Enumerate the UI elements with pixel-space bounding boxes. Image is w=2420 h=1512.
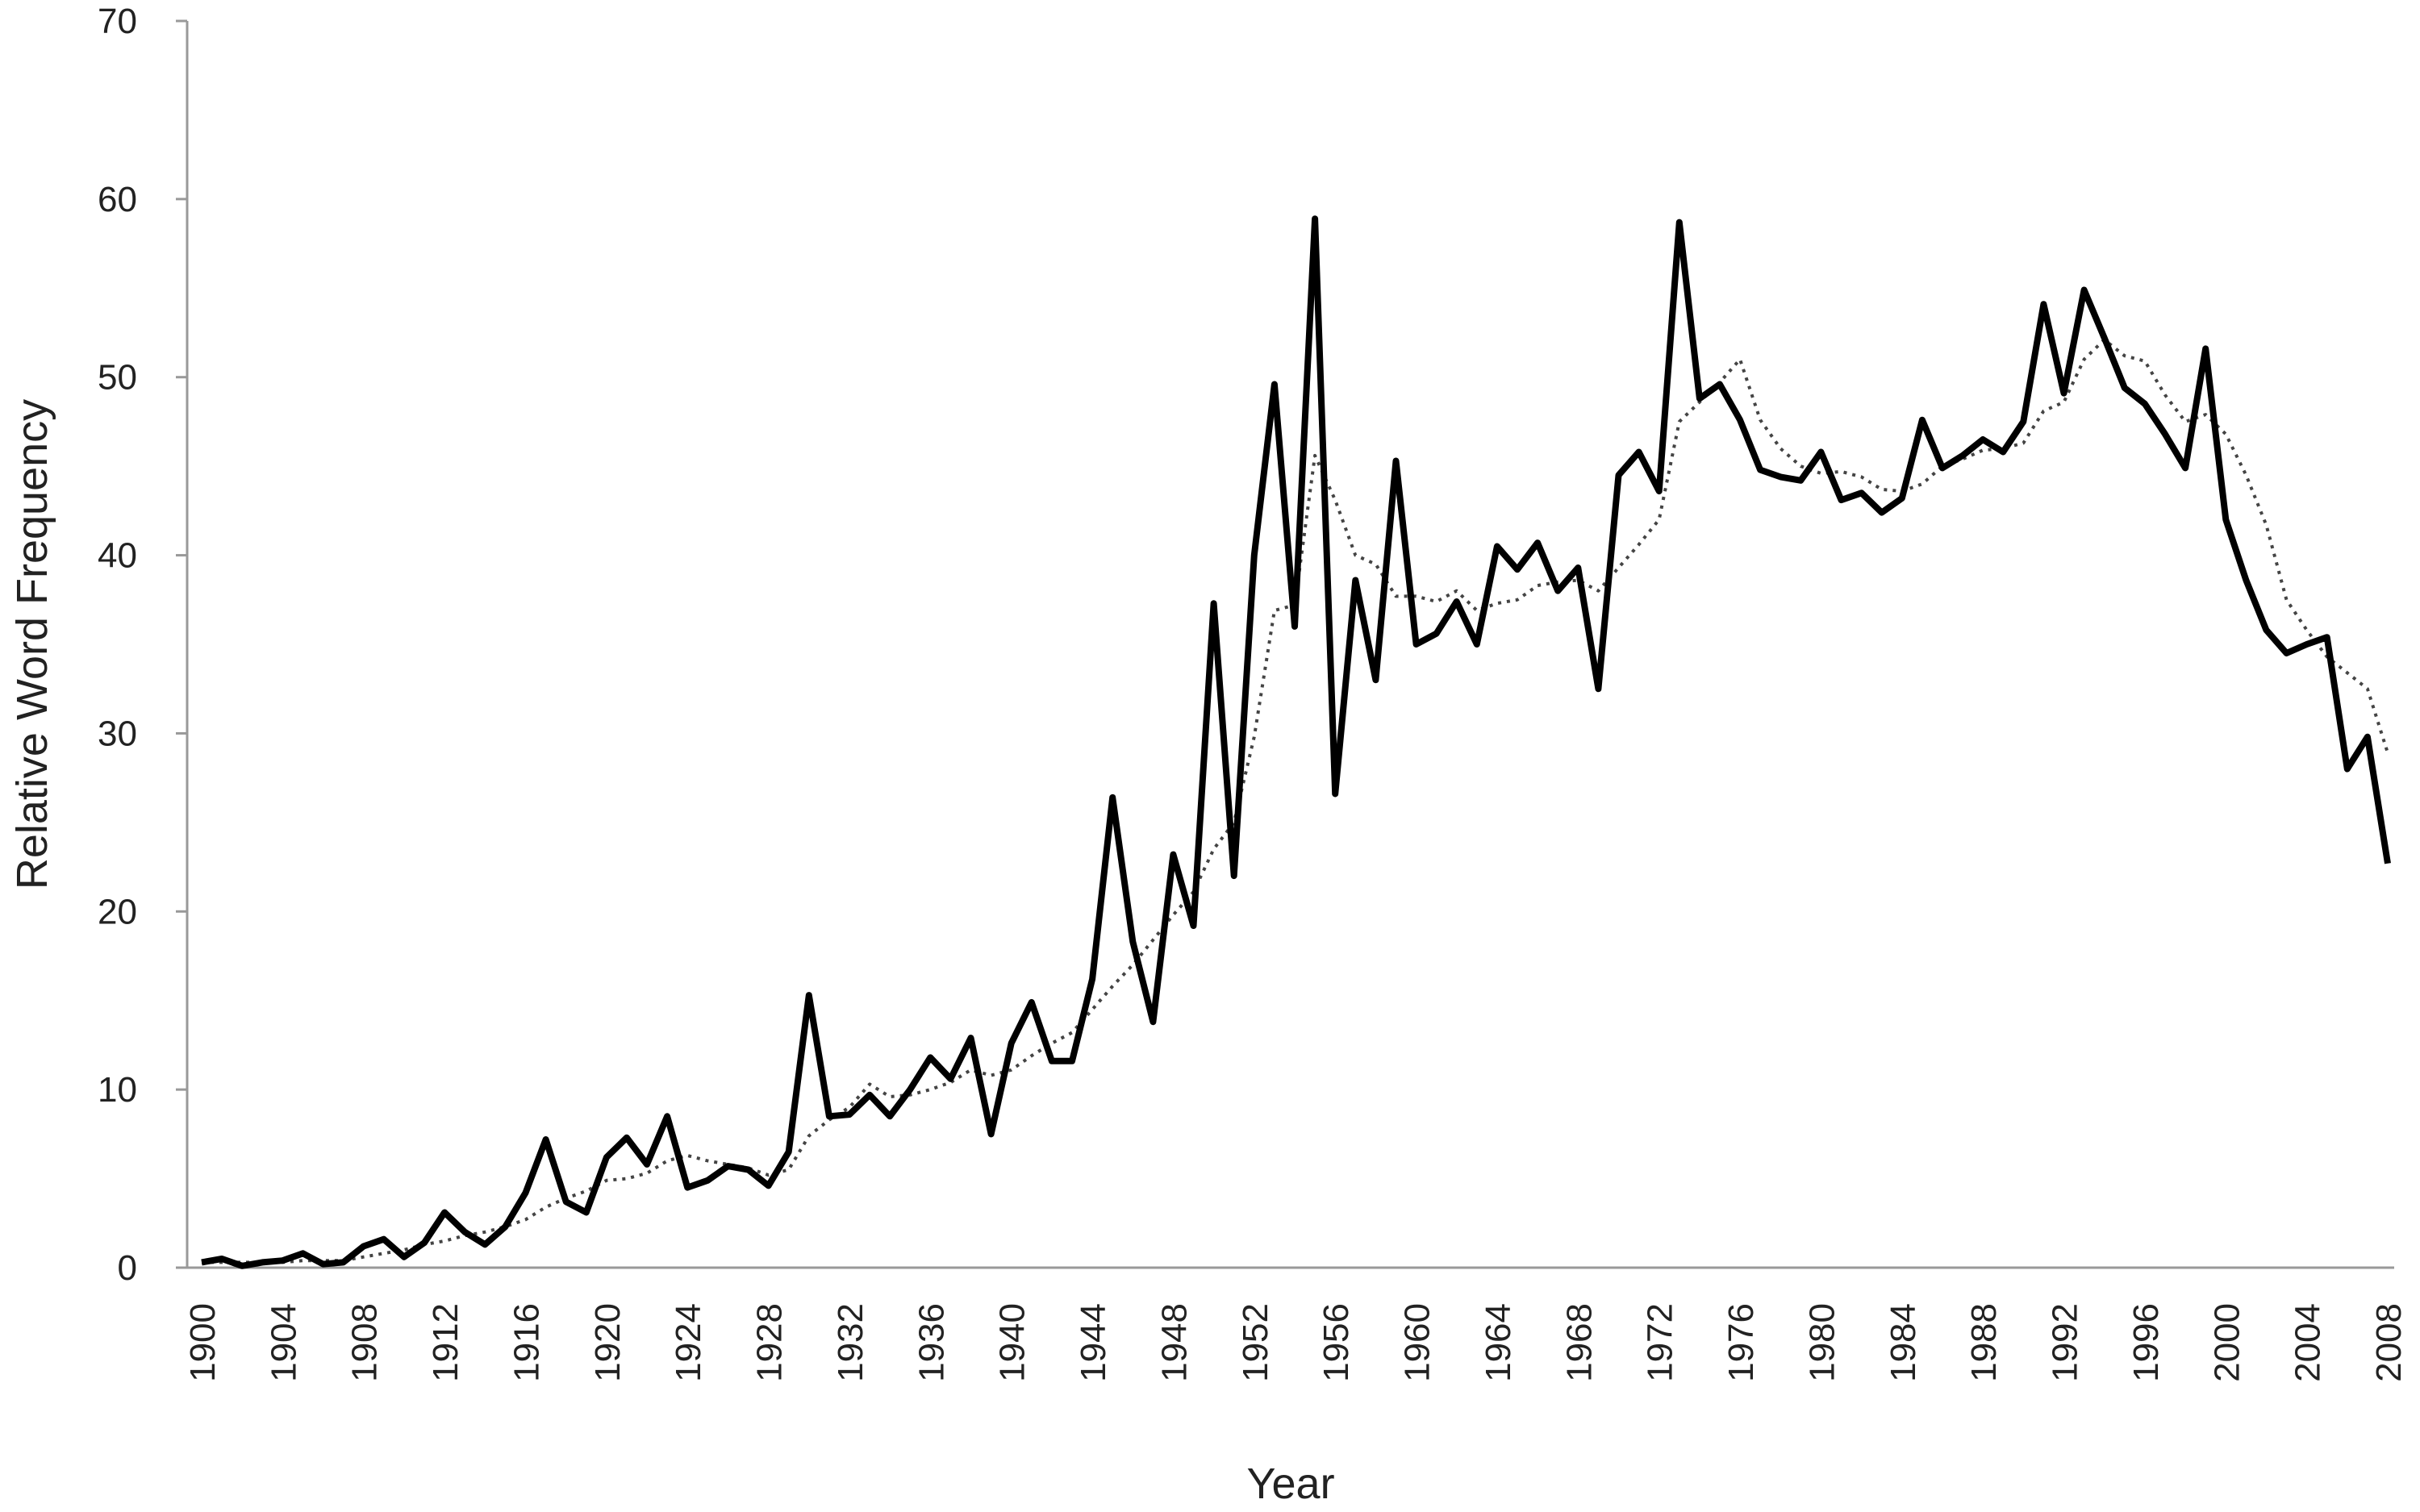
x-tick-label: 1904 — [264, 1303, 303, 1382]
series-line-solid — [201, 215, 2391, 1269]
y-tick-label: 10 — [98, 1070, 137, 1110]
x-axis: 1900 1904 1908 1912 1916 1920 1924 1928 1932 1936… — [183, 1266, 2409, 1382]
x-tick-label: 1988 — [1964, 1303, 2004, 1382]
x-tick-label: 1980 — [1802, 1303, 1842, 1382]
x-tick-label: 1996 — [2126, 1303, 2166, 1382]
x-tick-label: 1920 — [588, 1303, 628, 1382]
x-tick-label: 1924 — [669, 1303, 708, 1382]
x-tick-label: 1976 — [1721, 1303, 1761, 1382]
x-tick-label: 1944 — [1074, 1303, 1113, 1382]
x-tick-label: 2004 — [2289, 1303, 2328, 1382]
x-tick-label: 1964 — [1479, 1303, 1518, 1382]
y-tick-group: 0 10 20 30 40 50 60 70 — [98, 2, 187, 1288]
x-tick-label: 1928 — [750, 1303, 790, 1382]
x-axis-title: Year — [1246, 1460, 1334, 1508]
x-tick-label: 1916 — [507, 1303, 546, 1382]
y-tick-label: 20 — [98, 892, 137, 931]
x-tick-label: 1984 — [1884, 1303, 1923, 1382]
x-tick-label: 1972 — [1641, 1303, 1680, 1382]
x-tick-label: 1932 — [831, 1303, 870, 1382]
x-tick-label: 1952 — [1236, 1303, 1275, 1382]
x-tick-label: 1992 — [2046, 1303, 2085, 1382]
series-layer — [201, 215, 2391, 1269]
x-tick-label: 2000 — [2207, 1303, 2247, 1382]
x-tick-label: 1900 — [183, 1303, 223, 1382]
x-tick-group: 1900 1904 1908 1912 1916 1920 1924 1928 1932 1936… — [183, 1303, 2409, 1382]
x-tick-label: 1948 — [1154, 1303, 1194, 1382]
x-tick-label: 1956 — [1316, 1303, 1356, 1382]
x-tick-label: 1940 — [993, 1303, 1033, 1382]
x-tick-label: 1908 — [345, 1303, 385, 1382]
x-tick-label: 2008 — [2369, 1303, 2409, 1382]
y-tick-label: 30 — [98, 714, 137, 753]
series-line-dotted — [202, 338, 2389, 1264]
y-axis-title: Relative Word Frequency — [8, 399, 56, 889]
x-tick-label: 1936 — [912, 1303, 951, 1382]
y-tick-label: 40 — [98, 536, 137, 576]
y-tick-label: 0 — [118, 1248, 137, 1288]
y-tick-label: 60 — [98, 180, 137, 219]
y-axis: 0 10 20 30 40 50 60 70 — [98, 2, 189, 1288]
x-tick-label: 1960 — [1398, 1303, 1437, 1382]
y-tick-label: 50 — [98, 358, 137, 398]
x-tick-label: 1912 — [426, 1303, 465, 1382]
y-tick-label: 70 — [98, 2, 137, 41]
x-tick-label: 1968 — [1559, 1303, 1599, 1382]
